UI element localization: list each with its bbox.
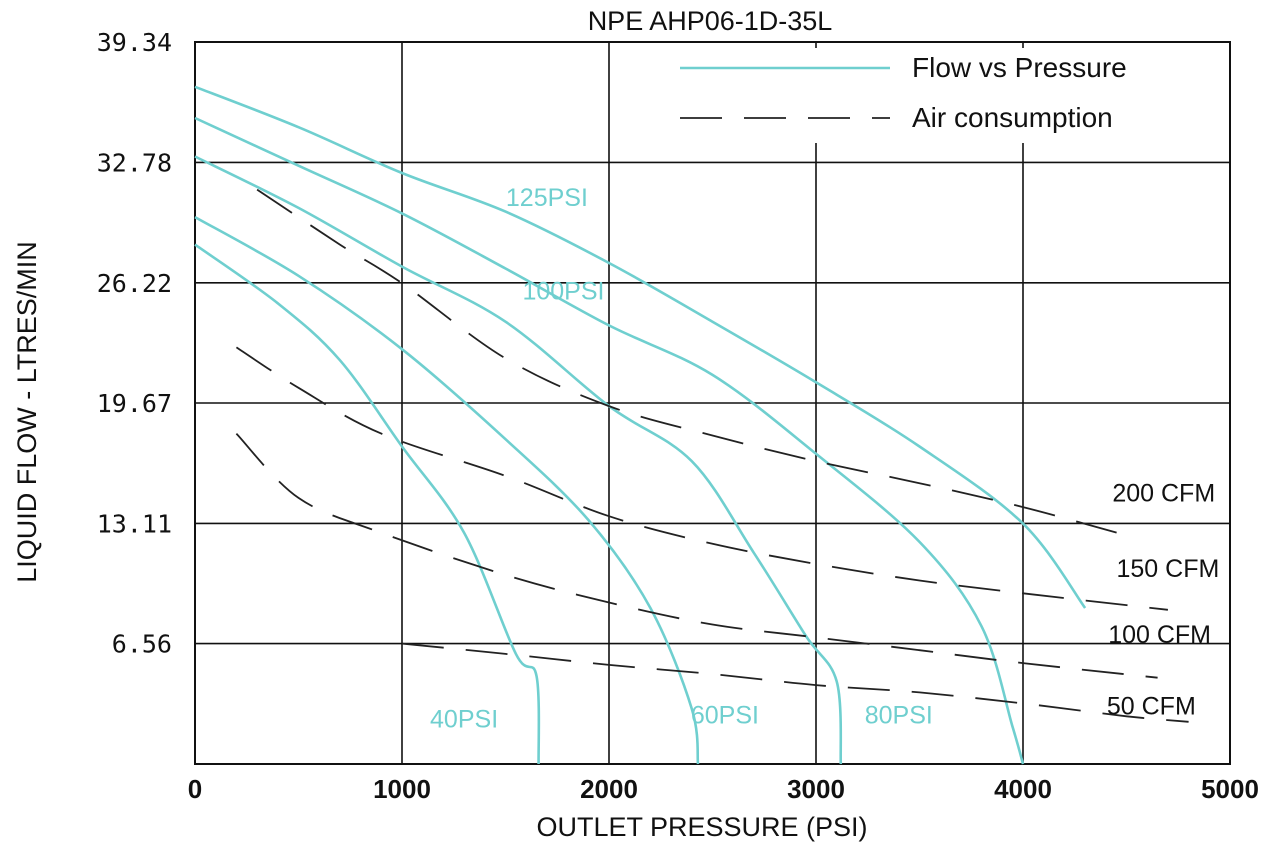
series-200-cfm-line bbox=[257, 190, 1137, 539]
curve-label-100-cfm: 100 CFM bbox=[1108, 621, 1211, 649]
x-axis-label: OUTLET PRESSURE (PSI) bbox=[536, 812, 867, 842]
curve-label-200-cfm: 200 CFM bbox=[1112, 480, 1215, 508]
series-150-cfm-line bbox=[236, 347, 1168, 609]
curve-label-80psi: 80PSI bbox=[865, 702, 933, 730]
x-tick-label: 0 bbox=[188, 774, 202, 804]
y-tick-label: 13.11 bbox=[97, 509, 172, 538]
y-tick-label: 26.22 bbox=[97, 269, 172, 298]
y-tick-label: 32.78 bbox=[97, 148, 172, 177]
y-tick-label: 19.67 bbox=[97, 389, 172, 418]
curve-labels: 125PSI 100PSI 40PSI 60PSI 80PSI 200 CFM 150 CF… bbox=[430, 184, 1219, 733]
x-tick-label: 1000 bbox=[373, 774, 431, 804]
series-100-cfm-line bbox=[236, 434, 1157, 678]
y-tick-label: 39.34 bbox=[97, 28, 172, 57]
x-tick-label: 2000 bbox=[580, 774, 638, 804]
tick-labels: 0 1000 2000 3000 4000 5000 6.56 13.11 19.67 26.22… bbox=[97, 28, 1259, 804]
x-tick-label: 3000 bbox=[787, 774, 845, 804]
series-layer bbox=[195, 87, 1189, 764]
chart-title: NPE AHP06-1D-35L bbox=[588, 6, 833, 36]
legend: Flow vs Pressure Air consumption bbox=[665, 48, 1225, 143]
curve-label-150-cfm: 150 CFM bbox=[1116, 555, 1219, 583]
curve-label-50-cfm: 50 CFM bbox=[1107, 692, 1196, 720]
series-50-cfm-line bbox=[402, 644, 1189, 722]
x-tick-label: 4000 bbox=[994, 774, 1052, 804]
curve-label-100psi: 100PSI bbox=[522, 278, 604, 306]
y-axis-label: LIQUID FLOW - LTRES/MIN bbox=[12, 241, 42, 583]
series-80psi-line bbox=[195, 157, 841, 765]
legend-label-flow: Flow vs Pressure bbox=[912, 52, 1127, 83]
curve-label-40psi: 40PSI bbox=[430, 705, 498, 733]
curve-label-125psi: 125PSI bbox=[506, 184, 588, 212]
x-tick-label: 5000 bbox=[1201, 774, 1259, 804]
y-tick-label: 6.56 bbox=[112, 630, 172, 659]
curve-label-60psi: 60PSI bbox=[691, 702, 759, 730]
legend-label-air: Air consumption bbox=[912, 102, 1113, 133]
